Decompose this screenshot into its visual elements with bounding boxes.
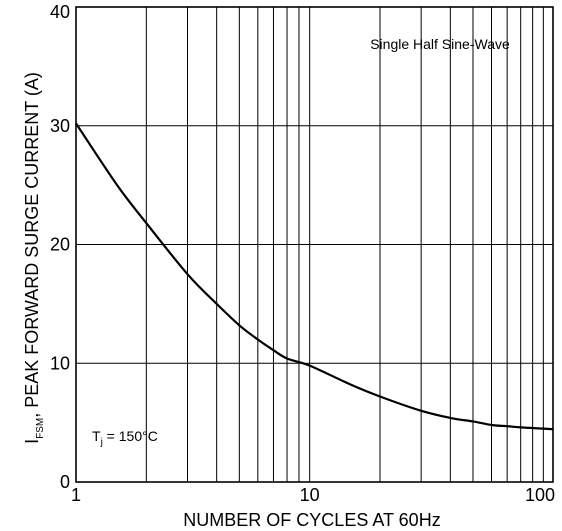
plot-frame <box>75 6 554 483</box>
surge-current-curve <box>75 122 554 431</box>
x-tick-label: 100 <box>525 485 555 505</box>
y-axis-title: IFSM, PEAK FORWARD SURGE CURRENT (A) <box>22 72 46 444</box>
x-axis-title: NUMBER OF CYCLES AT 60Hz <box>183 510 440 530</box>
temp-value: = 150°C <box>103 428 158 444</box>
y-tick-label: 10 <box>50 353 70 373</box>
junction-temperature-annotation: Tj = 150°C <box>92 428 158 448</box>
y-axis-subscript: FSM <box>35 418 46 439</box>
y-tick-labels: 0 10 20 30 40 <box>50 2 70 492</box>
y-tick-label: 20 <box>50 235 70 255</box>
x-tick-labels: 1 10 100 <box>71 485 555 505</box>
grid <box>75 6 553 483</box>
y-tick-label: 30 <box>50 116 70 136</box>
x-tick-label: 1 <box>71 485 81 505</box>
y-tick-label: 0 <box>60 472 70 492</box>
waveform-annotation: Single Half Sine-Wave <box>370 36 510 52</box>
x-tick-label: 10 <box>300 485 320 505</box>
y-axis-label-rest: , PEAK FORWARD SURGE CURRENT (A) <box>22 72 42 418</box>
temp-subscript: j <box>100 437 103 448</box>
y-tick-label: 40 <box>50 2 70 22</box>
temp-symbol: T <box>92 428 101 444</box>
y-axis-symbol: I <box>22 439 42 444</box>
